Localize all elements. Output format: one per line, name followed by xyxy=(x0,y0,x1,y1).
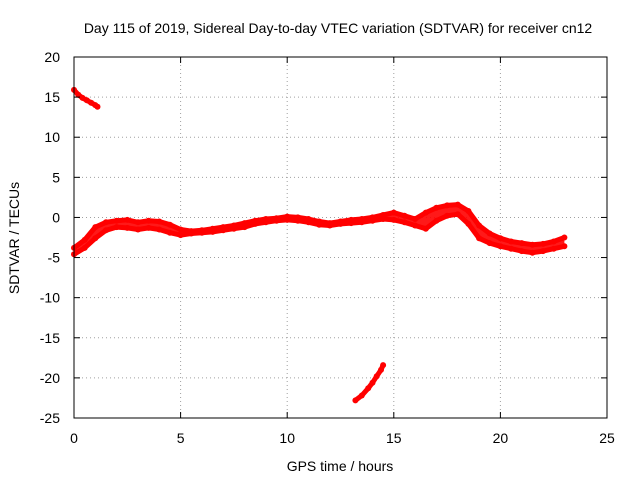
x-tick-label: 20 xyxy=(493,430,509,446)
series-late-fragment xyxy=(352,362,387,404)
data-point xyxy=(352,397,359,404)
y-tick-label: 20 xyxy=(44,49,60,65)
x-tick-label: 15 xyxy=(386,430,402,446)
data-point xyxy=(365,385,372,392)
x-axis-label: GPS time / hours xyxy=(287,458,394,474)
data-point xyxy=(94,103,101,110)
data-series xyxy=(71,86,568,404)
data-point xyxy=(373,373,380,380)
x-tick-label: 10 xyxy=(279,430,295,446)
y-tick-label: 10 xyxy=(44,129,60,145)
x-tick-label: 25 xyxy=(599,430,615,446)
y-tick-label: -20 xyxy=(40,370,60,386)
chart-title: Day 115 of 2019, Sidereal Day-to-day VTE… xyxy=(84,20,593,36)
x-tick-label: 0 xyxy=(70,430,78,446)
grid-lines xyxy=(74,57,607,418)
y-axis-label: SDTVAR / TECUs xyxy=(6,182,22,294)
y-tick-label: -10 xyxy=(40,290,60,306)
axis-ticks: 0 5 10 15 20 25 20 15 10 5 0 -5 -10 -15 -20 -25 xyxy=(40,49,615,446)
plot-frame xyxy=(73,56,608,419)
y-tick-label: -25 xyxy=(40,410,60,426)
y-tick-label: -5 xyxy=(48,250,61,266)
x-tick-label: 5 xyxy=(177,430,185,446)
series-early-fragment xyxy=(71,86,101,110)
data-point xyxy=(380,362,387,369)
y-tick-label: 15 xyxy=(44,89,60,105)
data-point xyxy=(75,91,82,98)
band-fill xyxy=(74,204,565,255)
data-point xyxy=(358,392,365,399)
y-tick-label: 0 xyxy=(52,209,60,225)
data-point xyxy=(378,366,384,373)
y-tick-label: 5 xyxy=(52,169,60,185)
data-point xyxy=(369,379,376,386)
y-tick-label: -15 xyxy=(40,330,60,346)
